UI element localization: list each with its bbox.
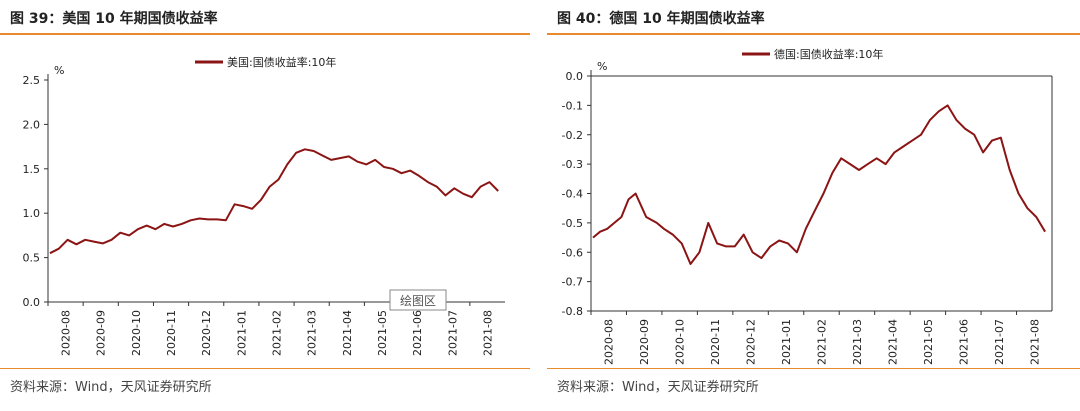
y-tick-label: -0.7 — [562, 276, 583, 289]
title-rule — [547, 33, 1080, 35]
footer-rule — [547, 368, 1080, 369]
x-tick-label: 2021-08 — [1028, 319, 1041, 365]
figure-title: 图 39：美国 10 年期国债收益率 — [10, 11, 218, 27]
x-tick-label: 2020-12 — [200, 310, 213, 356]
x-tick-label: 2020-08 — [603, 319, 616, 365]
footer-rule — [0, 368, 530, 369]
x-tick-label: 2021-01 — [780, 319, 793, 365]
y-tick-label: -0.8 — [562, 305, 583, 318]
x-tick-label: 2020-12 — [745, 319, 758, 365]
series-line — [592, 104, 1046, 265]
x-tick-label: 2021-04 — [886, 319, 899, 365]
x-tick-label: 2021-08 — [481, 310, 494, 356]
watermark-frame — [389, 289, 447, 311]
y-tick-label: 1.5 — [23, 163, 41, 176]
watermark-label: 绘图区 — [400, 293, 436, 308]
x-tick-label: 2020-11 — [165, 310, 178, 356]
x-tick-label: 2021-05 — [922, 319, 935, 365]
y-tick-label: -0.1 — [562, 99, 583, 112]
x-tick-label: 2020-10 — [674, 319, 687, 365]
y-tick-label: 2.5 — [23, 74, 41, 87]
x-tick-label: 2020-09 — [638, 319, 651, 365]
x-tick-label: 2021-02 — [816, 319, 829, 365]
y-tick-label: -0.5 — [562, 217, 583, 230]
x-tick-label: 2021-04 — [341, 310, 354, 356]
y-tick-label: 0.0 — [23, 296, 41, 309]
x-tick-label: 2020-11 — [709, 319, 722, 365]
y-tick-label: -0.4 — [562, 188, 583, 201]
y-tick-label: -0.3 — [562, 158, 583, 171]
x-tick-label: 2021-05 — [376, 310, 389, 356]
y-tick-label: 1.0 — [23, 207, 41, 220]
y-unit-label: % — [54, 64, 64, 77]
y-tick-label: 2.0 — [23, 118, 41, 131]
us-yield-chart: 0.0 0.5 1.0 1.5 2.0 2.5% 2020-08 2020-09 2020-10… — [23, 55, 505, 356]
legend-label: 德国:国债收益率:10年 — [774, 47, 883, 61]
x-tick-label: 2021-07 — [993, 319, 1006, 365]
title-rule — [0, 33, 530, 35]
x-tick-label: 2020-09 — [95, 310, 108, 356]
y-tick-label: -0.6 — [562, 246, 583, 259]
x-tick-label: 2021-03 — [306, 310, 319, 356]
y-unit-label: % — [597, 60, 607, 73]
x-tick-label: 2021-07 — [446, 310, 459, 356]
figure-title: 图 40：德国 10 年期国债收益率 — [557, 11, 765, 27]
watermark-box — [389, 289, 447, 311]
series-line — [49, 148, 499, 255]
y-tick-label: 0.5 — [23, 252, 41, 265]
x-tick-label: 2020-10 — [130, 310, 143, 356]
y-tick-label: -0.2 — [562, 129, 583, 142]
x-tick-label: 2020-08 — [60, 310, 73, 356]
source-note: 资料来源：Wind，天风证券研究所 — [557, 380, 759, 395]
x-tick-label: 2021-06 — [957, 319, 970, 365]
x-tick-label: 2021-03 — [851, 319, 864, 365]
x-tick-label: 2021-01 — [235, 310, 248, 356]
y-tick-label: 0.0 — [566, 70, 584, 83]
x-tick-label: 2021-06 — [411, 310, 424, 356]
de-yield-chart: 0.0 -0.1 -0.2 -0.3 -0.4 -0.5 -0.6 -0.7 -0.8% 2020… — [562, 47, 1053, 365]
legend-label: 美国:国债收益率:10年 — [227, 55, 336, 69]
source-note: 资料来源：Wind，天风证券研究所 — [10, 380, 212, 395]
x-tick-label: 2021-02 — [271, 310, 284, 356]
